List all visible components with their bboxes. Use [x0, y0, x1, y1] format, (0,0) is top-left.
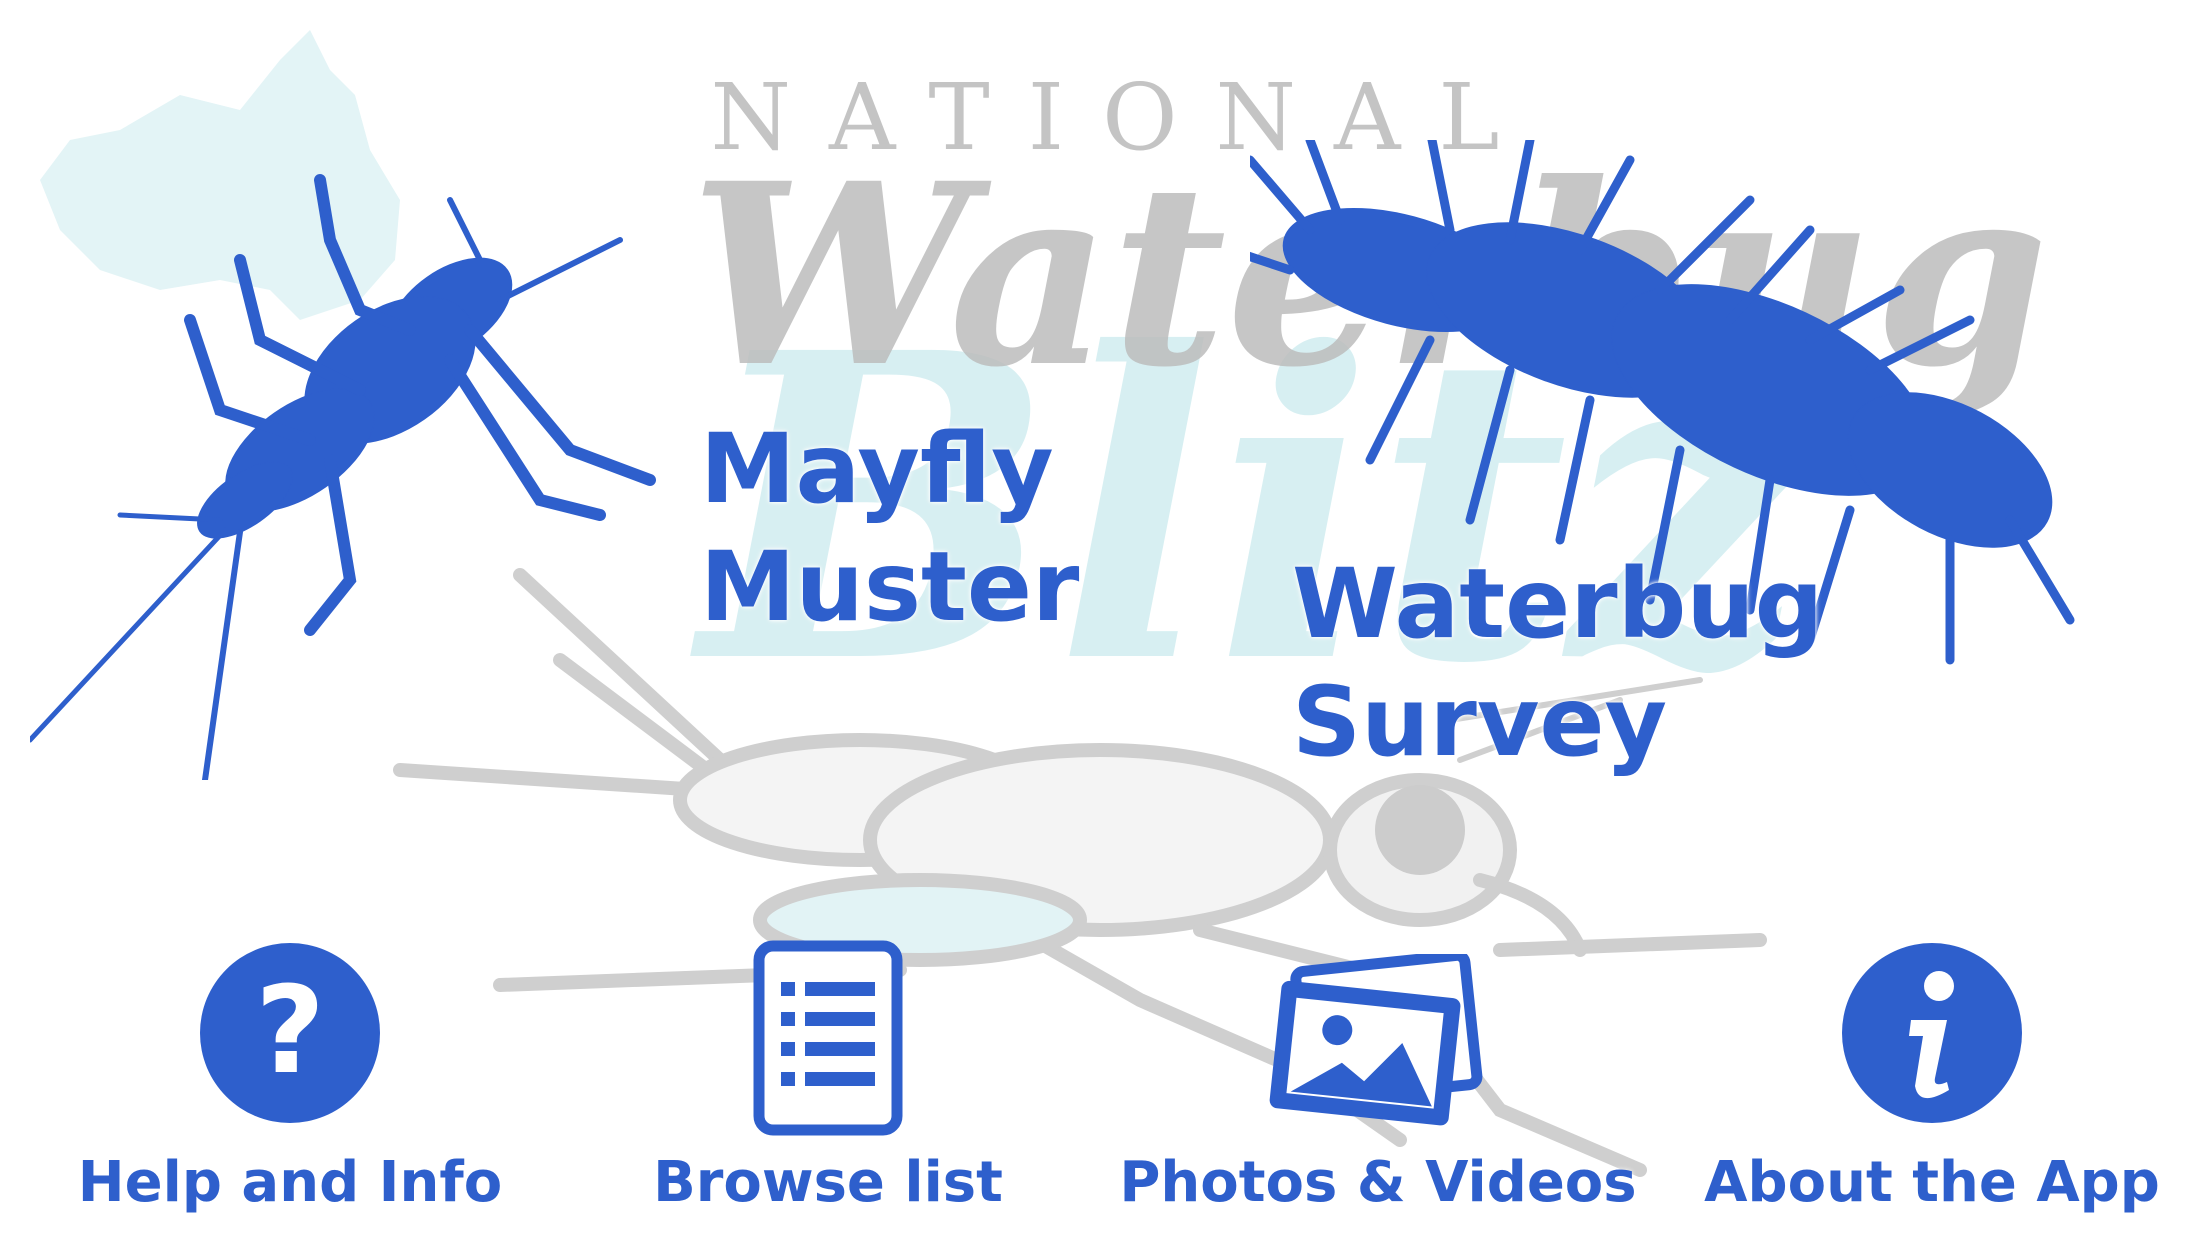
australia-map-icon: [40, 30, 400, 320]
about-the-app-button[interactable]: About the App: [1672, 940, 2192, 1220]
waterbug-survey-line2: Survey: [1292, 666, 1668, 778]
svg-text:?: ?: [255, 962, 325, 1101]
mayfly-nymph-icon[interactable]: [30, 160, 790, 780]
browse-list-button[interactable]: Browse list: [568, 940, 1088, 1220]
photos-and-videos-button[interactable]: Photos & Videos: [1118, 940, 1638, 1220]
list-document-icon: [753, 940, 903, 1136]
question-circle-icon: ?: [200, 943, 380, 1123]
mayfly-muster-line2: Muster: [700, 531, 1080, 643]
info-circle-icon: [1842, 943, 2022, 1123]
brand-national-title: NATIONAL: [710, 64, 1538, 171]
photos-and-videos-label: Photos & Videos: [1119, 1150, 1637, 1215]
photos-icon: [1269, 954, 1483, 1126]
mayfly-muster-line1: Mayfly: [700, 413, 1054, 525]
waterbug-survey-line1: Waterbug: [1292, 548, 1824, 660]
mayfly-muster-link[interactable]: Mayfly Muster: [700, 410, 1079, 646]
help-and-info-button[interactable]: ? Help and Info: [30, 940, 550, 1220]
waterbug-survey-link[interactable]: Waterbug Survey: [1292, 545, 1823, 781]
about-the-app-label: About the App: [1704, 1150, 2160, 1215]
browse-list-label: Browse list: [653, 1150, 1003, 1215]
help-and-info-label: Help and Info: [77, 1150, 503, 1215]
hellgrammite-larva-icon[interactable]: [1250, 140, 2090, 680]
